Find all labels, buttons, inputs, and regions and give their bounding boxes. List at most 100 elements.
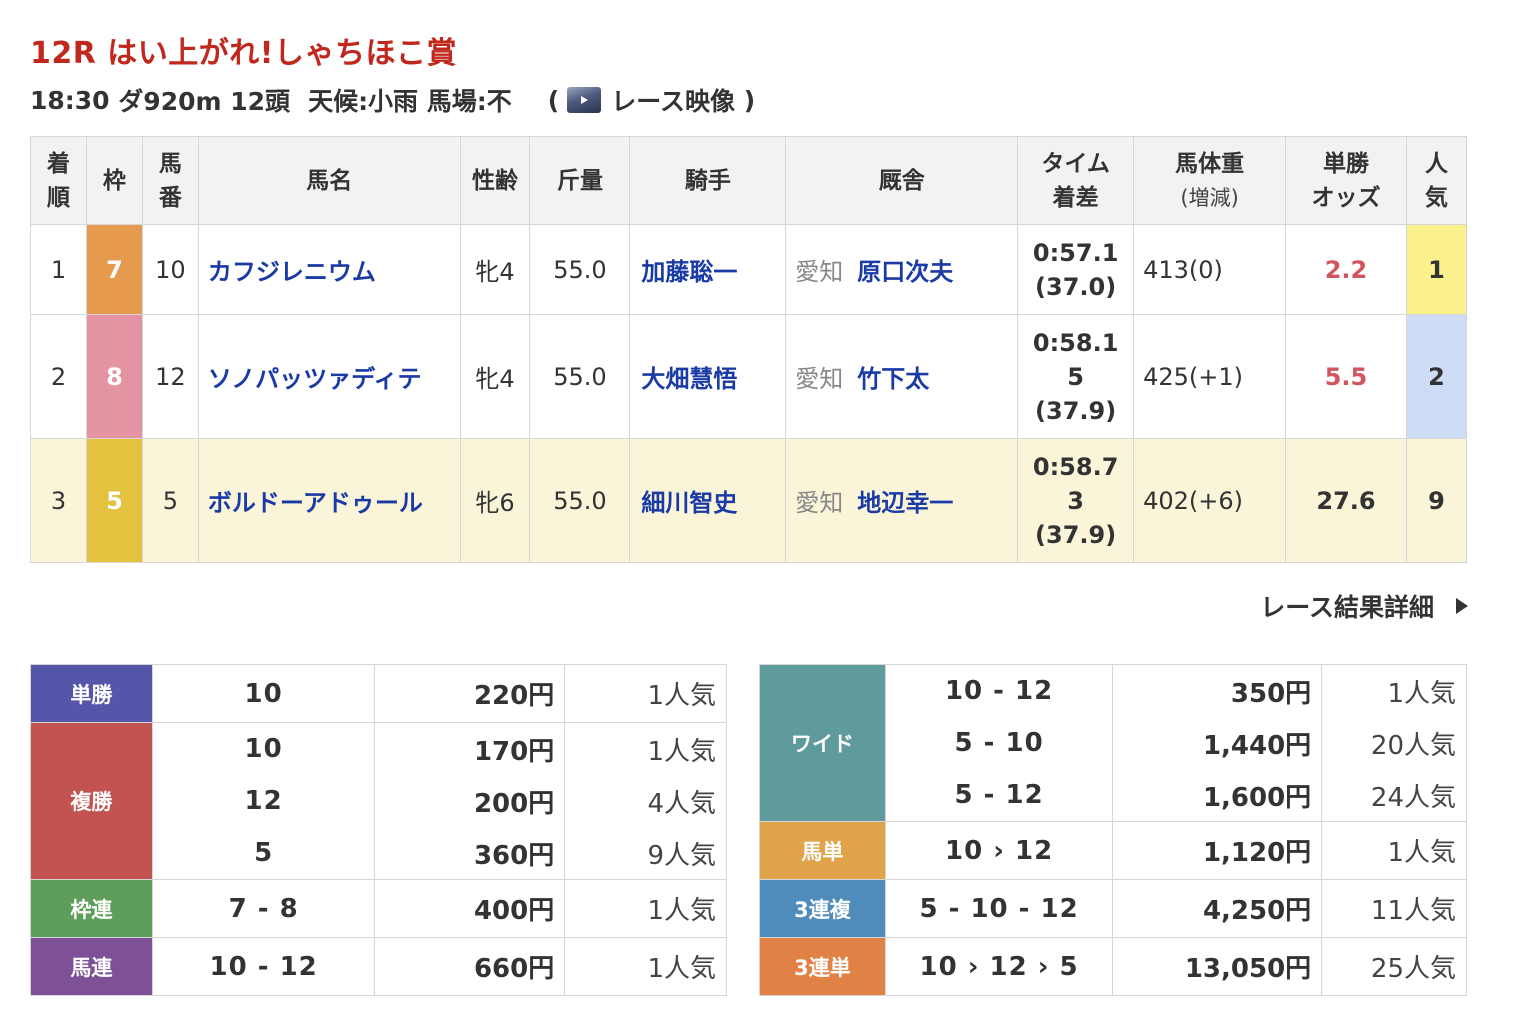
payout-row-sanrentan: 3連単 10 › 12 › 5 13,050円 25人気: [759, 937, 1467, 996]
payout-row-fukusho: 複勝 10 12 5 170円 200円 360円 1人気 4人気 9人気: [30, 722, 727, 880]
popularity-cell: 1: [1405, 224, 1468, 315]
video-open-paren: (: [547, 85, 560, 115]
rank-cell: 1: [30, 224, 87, 315]
umaban-cell: 5: [141, 438, 199, 563]
header-rank: 着順: [30, 136, 87, 225]
payout-combo: 10 - 12: [151, 937, 376, 996]
weight-carried-cell: 55.0: [529, 224, 631, 315]
bet-type-label: 3連複: [759, 879, 886, 938]
rank-cell: 3: [30, 438, 87, 563]
payout-amount: 400円: [374, 879, 566, 938]
header-waku: 枠: [85, 136, 143, 225]
payout-row-sanrenpuku: 3連複 5 - 10 - 12 4,250円 11人気: [759, 879, 1467, 938]
race-course: ダ920m: [118, 87, 222, 116]
payout-amount: 660円: [374, 937, 566, 996]
results-header-row: 着順 枠 馬番 馬名 性齢 斤量 騎手 厩舎 タイム 着差 馬体重 (増減) 単勝オ…: [30, 136, 1468, 225]
race-result-detail-label[interactable]: レース結果詳細: [1260, 593, 1434, 622]
bet-type-label: 馬単: [759, 821, 886, 880]
header-time: タイム 着差: [1017, 136, 1135, 225]
trainer-link[interactable]: 竹下太: [857, 365, 930, 393]
video-thumbnail-icon[interactable]: [567, 87, 602, 113]
table-row: 2 8 12 ソノパッツァディテ 牝4 55.0 大畑慧悟 愛知 竹下太 0:58…: [30, 314, 1468, 439]
payout-amount: 1,120円: [1112, 821, 1323, 880]
header-sex-age: 性齢: [459, 136, 531, 225]
time-cell: 0:58.1 5 (37.9): [1017, 314, 1135, 439]
trainer-location: 愛知: [795, 365, 844, 393]
payout-row-umaren: 馬連 10 - 12 660円 1人気: [30, 937, 727, 996]
popularity-cell: 2: [1405, 314, 1468, 439]
header-horse-name: 馬名: [197, 136, 461, 225]
sex-age-cell: 牝6: [459, 438, 531, 563]
weight-carried-cell: 55.0: [529, 438, 631, 563]
trainer-location: 愛知: [795, 258, 844, 286]
header-trainer: 厩舎: [785, 136, 1019, 225]
jockey-link[interactable]: 加藤聡一: [629, 224, 787, 315]
payout-amount: 220円: [374, 664, 566, 723]
jockey-link[interactable]: 細川智史: [629, 438, 787, 563]
payout-row-wakuren: 枠連 7 - 8 400円 1人気: [30, 879, 727, 938]
bet-type-label: 複勝: [30, 722, 153, 880]
payout-combo: 10 › 12 › 5: [884, 937, 1114, 996]
jockey-link[interactable]: 大畑慧悟: [629, 314, 787, 439]
race-weather: 天候:小雨: [308, 87, 419, 116]
bet-type-label: 3連単: [759, 937, 886, 996]
umaban-cell: 10: [141, 224, 199, 315]
payout-combo: 10 - 12 5 - 10 5 - 12: [884, 664, 1114, 822]
payout-amount: 13,050円: [1112, 937, 1323, 996]
odds-cell: 5.5: [1285, 314, 1407, 439]
race-video-label[interactable]: レース映像: [611, 87, 735, 116]
waku-cell: 7: [85, 224, 143, 315]
header-umaban: 馬番: [141, 136, 199, 225]
trainer-link[interactable]: 地辺幸一: [857, 489, 954, 517]
rank-cell: 2: [30, 314, 87, 439]
race-result-detail-link[interactable]: レース結果詳細: [1260, 588, 1468, 624]
horse-name-link[interactable]: ソノパッツァディテ: [197, 314, 461, 439]
header-body-weight: 馬体重 (増減): [1133, 136, 1287, 225]
trainer-cell: 愛知 竹下太: [785, 314, 1019, 439]
payout-amount: 350円 1,440円 1,600円: [1112, 664, 1323, 822]
table-row: 3 5 5 ボルドーアドゥール 牝6 55.0 細川智史 愛知 地辺幸一 0:58…: [30, 438, 1468, 563]
horse-name-link[interactable]: ボルドーアドゥール: [197, 438, 461, 563]
bet-type-label: 馬連: [30, 937, 153, 996]
race-video-link[interactable]: レース映像: [559, 82, 735, 118]
body-weight-cell: 413(0): [1133, 224, 1287, 315]
trainer-link[interactable]: 原口次夫: [857, 258, 954, 286]
popularity-cell: 9: [1405, 438, 1468, 563]
trainer-location: 愛知: [795, 489, 844, 517]
race-results-table: 着順 枠 馬番 馬名 性齢 斤量 騎手 厩舎 タイム 着差 馬体重 (増減) 単勝オ…: [30, 136, 1468, 563]
payout-combo: 5 - 10 - 12: [884, 879, 1114, 938]
bet-type-label: 枠連: [30, 879, 153, 938]
trainer-cell: 愛知 原口次夫: [785, 224, 1019, 315]
header-popularity: 人気: [1405, 136, 1468, 225]
header-weight-carried: 斤量: [529, 136, 631, 225]
payout-popularity: 1人気: [564, 937, 727, 996]
payout-row-umatan: 馬単 10 › 12 1,120円 1人気: [759, 821, 1467, 880]
body-weight-cell: 402(+6): [1133, 438, 1287, 563]
payout-popularity: 1人気 20人気 24人気: [1321, 664, 1467, 822]
payout-popularity: 1人気: [564, 664, 727, 723]
payout-combo: 10 › 12: [884, 821, 1114, 880]
payout-amount: 170円 200円 360円: [374, 722, 566, 880]
payout-popularity: 1人気: [1321, 821, 1467, 880]
payout-row-tansho: 単勝 10 220円 1人気: [30, 664, 727, 723]
horse-name-link[interactable]: カフジレニウム: [197, 224, 461, 315]
bet-type-label: ワイド: [759, 664, 886, 822]
payout-table-left: 単勝 10 220円 1人気 複勝 10 12 5 170円 200円 360円…: [30, 664, 727, 996]
waku-cell: 8: [85, 314, 143, 439]
sex-age-cell: 牝4: [459, 224, 531, 315]
bet-type-label: 単勝: [30, 664, 153, 723]
table-row: 1 7 10 カフジレニウム 牝4 55.0 加藤聡一 愛知 原口次夫 0:57.…: [30, 224, 1468, 315]
sex-age-cell: 牝4: [459, 314, 531, 439]
race-time: 18:30: [30, 85, 110, 115]
umaban-cell: 12: [141, 314, 199, 439]
race-runners: 12頭: [230, 87, 291, 116]
payout-popularity: 1人気: [564, 879, 727, 938]
time-cell: 0:58.7 3 (37.9): [1017, 438, 1135, 563]
payout-combo: 10 12 5: [151, 722, 376, 880]
triangle-right-icon[interactable]: [1456, 598, 1468, 614]
header-jockey: 騎手: [629, 136, 787, 225]
payout-row-wide: ワイド 10 - 12 5 - 10 5 - 12 350円 1,440円 1,…: [759, 664, 1467, 822]
time-cell: 0:57.1 (37.0): [1017, 224, 1135, 315]
payout-popularity: 25人気: [1321, 937, 1467, 996]
race-track: 馬場:不: [426, 87, 512, 116]
